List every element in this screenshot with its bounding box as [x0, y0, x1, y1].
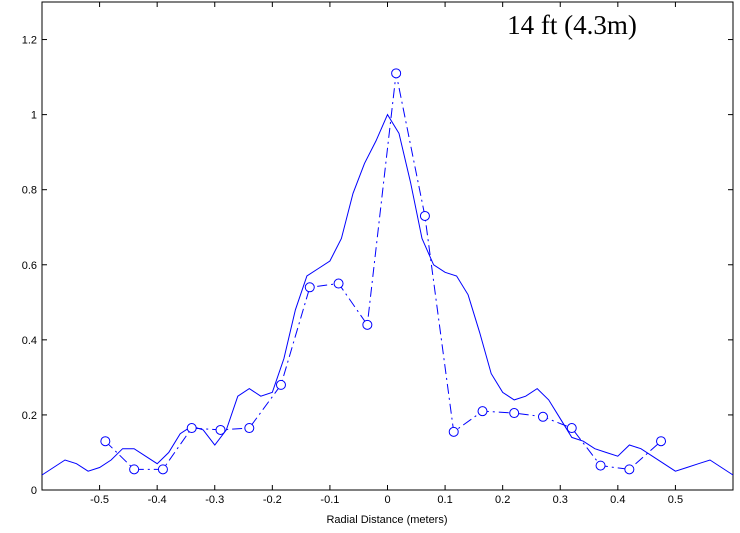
y-tick-label: 0 [31, 485, 37, 497]
data-point-marker [595, 460, 606, 471]
data-point-marker [362, 319, 373, 330]
x-tick-label: 0.2 [495, 494, 510, 506]
data-point-marker [129, 464, 140, 475]
data-point-marker [304, 282, 315, 293]
series-layer [41, 68, 734, 476]
y-tick-label: 0.2 [22, 410, 37, 422]
y-axis-ticks: 0 0.2 0.4 0.6 0.8 1 1.2 [22, 35, 733, 497]
data-point-marker [448, 426, 459, 437]
data-point-marker [477, 406, 488, 417]
data-point-marker [244, 423, 255, 434]
data-point-marker [391, 68, 402, 79]
data-point-marker [509, 408, 520, 419]
x-tick-label: -0.2 [263, 494, 282, 506]
data-point-marker [275, 379, 286, 390]
y-tick-label: 0.8 [22, 185, 37, 197]
x-axis-title: Radial Distance (meters) [326, 514, 447, 526]
data-point-marker [566, 423, 577, 434]
data-point-marker [186, 423, 197, 434]
x-tick-label: 0.1 [437, 494, 452, 506]
data-point-marker [157, 464, 168, 475]
x-tick-label: 0.4 [610, 494, 625, 506]
y-tick-label: 0.4 [22, 335, 37, 347]
x-tick-label: 0 [384, 494, 390, 506]
x-axis-ticks: -0.5 -0.4 -0.3 -0.2 -0.1 0 0.1 0.2 0.3 0.4 0.5 [90, 2, 683, 506]
series-line-1 [41, 113, 734, 476]
data-point-marker [333, 278, 344, 289]
data-point-marker [419, 210, 430, 221]
x-tick-label: -0.4 [148, 494, 167, 506]
data-point-marker [100, 436, 111, 447]
y-tick-label: 1 [31, 110, 37, 122]
chart-annotation: 14 ft (4.3m) [507, 10, 637, 40]
y-tick-label: 0.6 [22, 260, 37, 272]
data-point-marker [656, 436, 667, 447]
data-point-marker [624, 464, 635, 475]
y-tick-label: 1.2 [22, 35, 37, 47]
plot-area [41, 1, 734, 491]
x-tick-label: -0.5 [90, 494, 109, 506]
data-point-marker [537, 411, 548, 422]
x-tick-label: 0.5 [668, 494, 683, 506]
data-point-marker [215, 424, 226, 435]
x-tick-label: 0.3 [553, 494, 568, 506]
x-tick-label: -0.1 [320, 494, 339, 506]
x-tick-label: -0.3 [205, 494, 224, 506]
